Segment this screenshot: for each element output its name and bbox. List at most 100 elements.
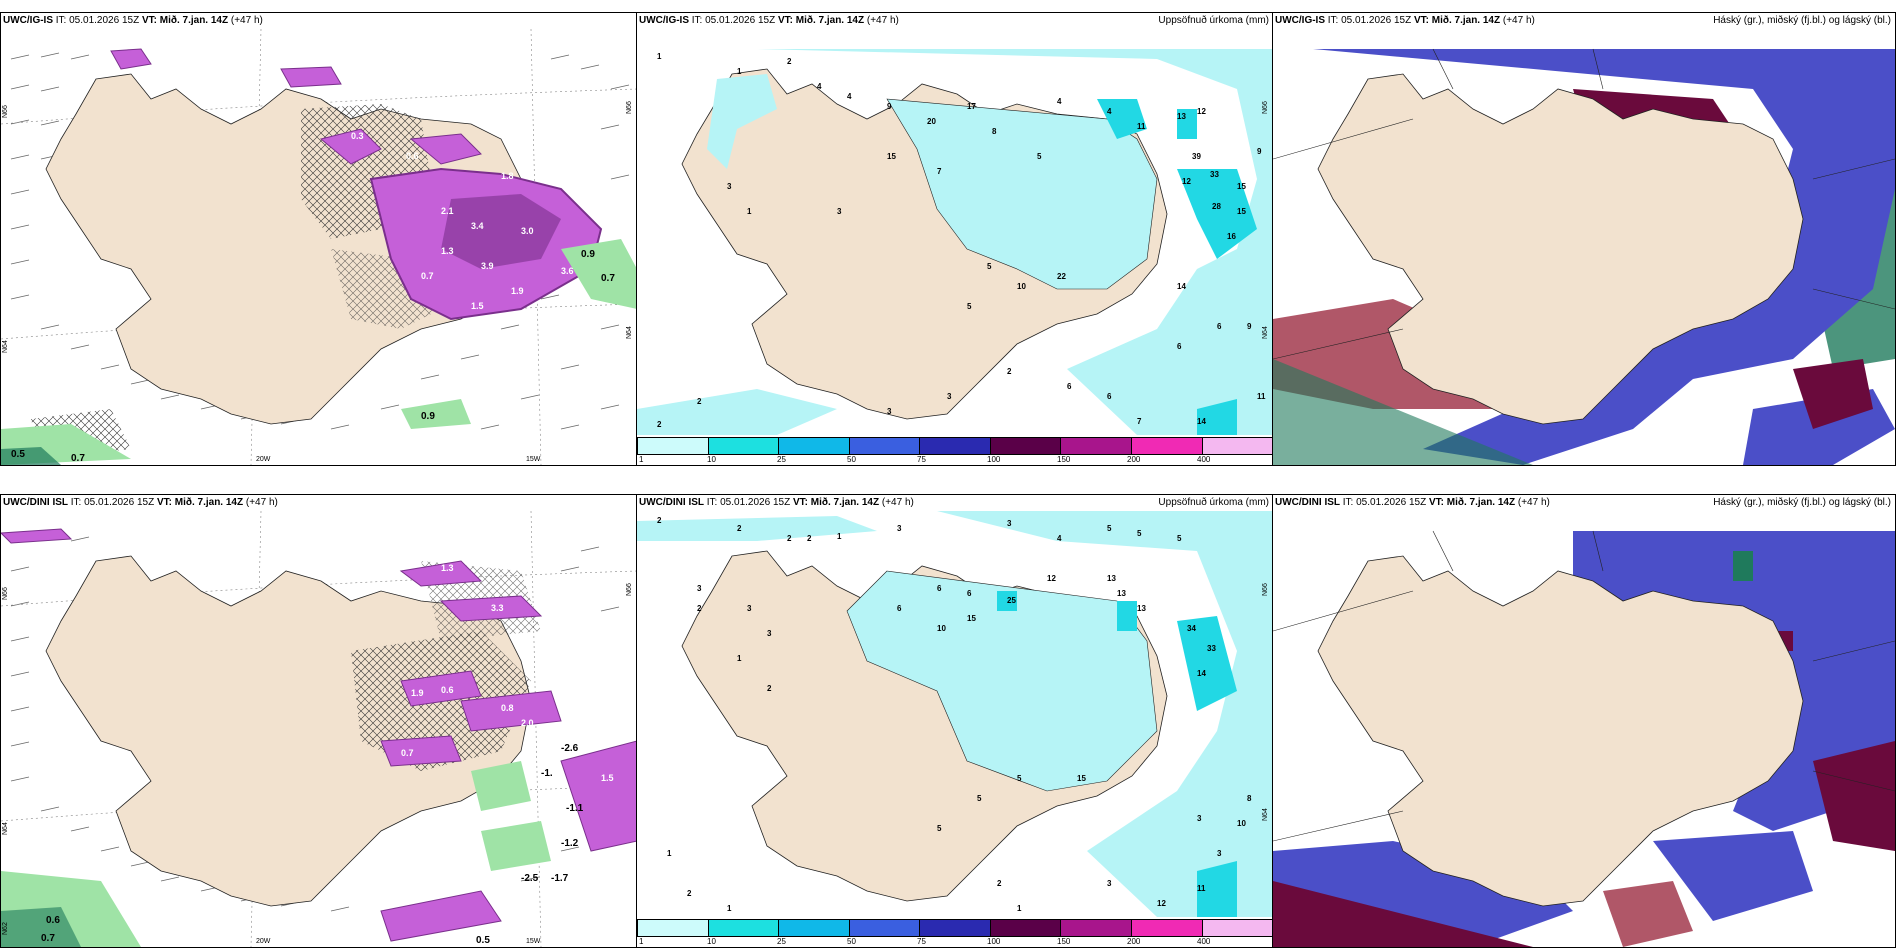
svg-text:3: 3 <box>727 182 732 191</box>
svg-text:N64: N64 <box>2 822 9 835</box>
panel-title-right: Uppsöfnuð úrkoma (mm) <box>1158 497 1269 508</box>
svg-text:5: 5 <box>977 794 982 803</box>
panel-title-right: Háský (gr.), miðský (fj.bl.) og lágský (… <box>1713 497 1891 508</box>
svg-text:1: 1 <box>737 654 742 663</box>
svg-text:5: 5 <box>1037 152 1042 161</box>
svg-text:N64: N64 <box>1262 808 1269 821</box>
panel-header: UWC/IG-IS IT: 05.01.2026 15Z VT: Mið. 7.… <box>637 13 1273 29</box>
map-showers[interactable]: 3.4 3.0 3.6 3.9 2.1 1.3 0.7 0.6 0.3 1.8 … <box>1 29 637 465</box>
svg-text:4: 4 <box>1057 97 1062 106</box>
panel-dini-clouds: UWC/DINI ISL IT: 05.01.2026 15Z VT: Mið.… <box>1272 494 1896 948</box>
svg-text:0.7: 0.7 <box>71 453 85 464</box>
svg-text:0.3: 0.3 <box>351 131 364 141</box>
svg-text:1: 1 <box>747 207 752 216</box>
map-precip[interactable]: 2 2 2 2 1 3 3 4 5 5 5 6 6 25 12 13 13 13… <box>637 511 1273 917</box>
svg-text:2.1: 2.1 <box>441 206 454 216</box>
svg-text:1: 1 <box>657 52 662 61</box>
svg-text:5: 5 <box>1177 534 1182 543</box>
svg-text:4: 4 <box>1107 107 1112 116</box>
svg-text:20W: 20W <box>256 456 271 463</box>
svg-text:N66: N66 <box>2 105 9 118</box>
svg-text:33: 33 <box>1207 644 1216 653</box>
svg-text:20W: 20W <box>256 938 271 945</box>
svg-text:-2.5: -2.5 <box>521 873 539 884</box>
svg-text:2: 2 <box>1007 367 1012 376</box>
map-showers[interactable]: 1.3 3.3 1.9 0.6 0.8 2.0 0.7 1.5 -2.6 -1.… <box>1 511 637 947</box>
svg-text:2: 2 <box>657 516 662 525</box>
svg-text:2: 2 <box>697 397 702 406</box>
svg-text:N64: N64 <box>1262 326 1269 339</box>
panel-header: UWC/IG-IS IT: 05.01.2026 15Z VT: Mið. 7.… <box>3 15 263 26</box>
svg-text:3: 3 <box>947 392 952 401</box>
svg-text:N64: N64 <box>626 326 633 339</box>
svg-text:3.9: 3.9 <box>481 261 494 271</box>
svg-text:N66: N66 <box>626 101 633 114</box>
svg-text:2: 2 <box>787 57 792 66</box>
panel-header: UWC/DINI ISL IT: 05.01.2026 15Z VT: Mið.… <box>3 497 278 508</box>
panel-ig-is-showers: UWC/IG-IS IT: 05.01.2026 15Z VT: Mið. 7.… <box>0 12 638 466</box>
svg-text:3: 3 <box>767 629 772 638</box>
svg-text:2: 2 <box>997 879 1002 888</box>
svg-text:N66: N66 <box>626 583 633 596</box>
panel-ig-is-clouds: UWC/IG-IS IT: 05.01.2026 15Z VT: Mið. 7.… <box>1272 12 1896 466</box>
svg-text:0.6: 0.6 <box>406 151 419 161</box>
svg-text:13: 13 <box>1117 589 1126 598</box>
svg-text:7: 7 <box>1137 417 1142 426</box>
map-precip[interactable]: 1 1 2 4 4 9 20 17 8 5 4 4 11 13 12 33 28… <box>637 29 1273 435</box>
svg-text:2: 2 <box>767 684 772 693</box>
svg-text:20: 20 <box>927 117 936 126</box>
svg-text:6: 6 <box>1107 392 1112 401</box>
panel-header: UWC/DINI ISL IT: 05.01.2026 15Z VT: Mið.… <box>1273 495 1895 511</box>
svg-text:N66: N66 <box>2 587 9 600</box>
svg-text:6: 6 <box>1217 322 1222 331</box>
map-clouds[interactable] <box>1273 29 1895 465</box>
svg-text:11: 11 <box>1197 884 1206 893</box>
svg-text:-1.7: -1.7 <box>551 873 569 884</box>
svg-text:1.8: 1.8 <box>501 171 514 181</box>
svg-text:1.9: 1.9 <box>411 688 424 698</box>
svg-text:5: 5 <box>1017 774 1022 783</box>
svg-text:5: 5 <box>1107 524 1112 533</box>
svg-text:6: 6 <box>897 604 902 613</box>
svg-text:9: 9 <box>1257 147 1262 156</box>
svg-text:0.7: 0.7 <box>421 271 434 281</box>
svg-text:N62: N62 <box>2 922 9 935</box>
precip-colorbar: 1 10 25 50 75 100 150 200 400 <box>637 917 1273 947</box>
svg-text:10: 10 <box>937 624 946 633</box>
svg-text:3: 3 <box>1197 814 1202 823</box>
svg-text:1: 1 <box>837 532 842 541</box>
svg-text:14: 14 <box>1177 282 1186 291</box>
svg-text:15: 15 <box>1237 207 1246 216</box>
svg-text:22: 22 <box>1057 272 1066 281</box>
svg-text:-1.: -1. <box>541 768 553 779</box>
svg-text:0.5: 0.5 <box>11 449 25 460</box>
panel-title-right: Uppsöfnuð úrkoma (mm) <box>1158 15 1269 26</box>
svg-text:1.3: 1.3 <box>441 246 454 256</box>
svg-text:N66: N66 <box>1262 101 1269 114</box>
svg-text:3.6: 3.6 <box>561 266 574 276</box>
svg-text:13: 13 <box>1177 112 1186 121</box>
svg-text:12: 12 <box>1157 899 1166 908</box>
svg-text:14: 14 <box>1197 669 1206 678</box>
svg-text:1: 1 <box>667 849 672 858</box>
svg-text:17: 17 <box>967 102 976 111</box>
svg-text:6: 6 <box>967 589 972 598</box>
svg-text:10: 10 <box>1237 819 1246 828</box>
svg-text:2: 2 <box>687 889 692 898</box>
map-clouds[interactable] <box>1273 511 1895 947</box>
svg-text:5: 5 <box>967 302 972 311</box>
svg-text:-1.2: -1.2 <box>561 838 579 849</box>
svg-text:9: 9 <box>887 102 892 111</box>
svg-text:11: 11 <box>1137 122 1146 131</box>
svg-text:1: 1 <box>1017 904 1022 913</box>
svg-text:7: 7 <box>937 167 942 176</box>
svg-text:12: 12 <box>1182 177 1191 186</box>
svg-text:6: 6 <box>937 584 942 593</box>
svg-text:4: 4 <box>847 92 852 101</box>
svg-text:15: 15 <box>887 152 896 161</box>
svg-text:15W: 15W <box>526 938 541 945</box>
svg-text:13: 13 <box>1137 604 1146 613</box>
precip-values: 2 2 2 2 1 3 3 4 5 5 5 6 6 25 12 13 13 13… <box>657 516 1252 913</box>
svg-text:34: 34 <box>1187 624 1196 633</box>
wind-barbs <box>10 52 630 430</box>
